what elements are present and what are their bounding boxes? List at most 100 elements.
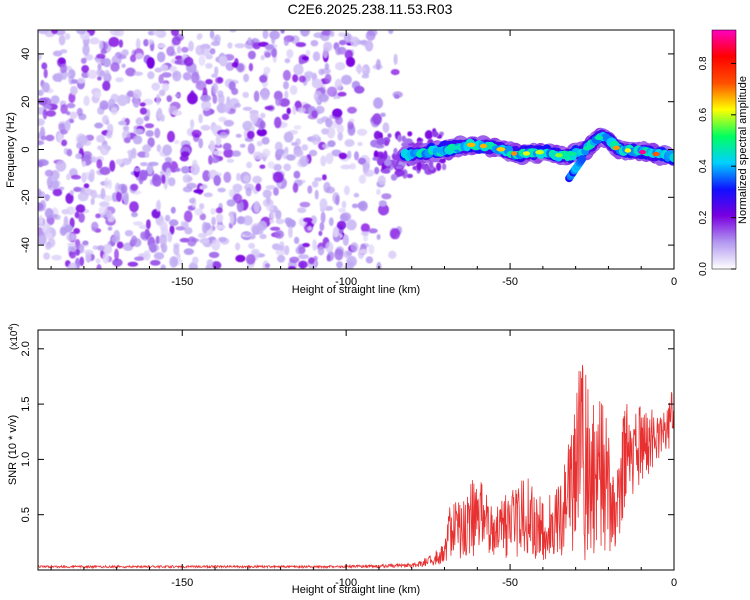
noise-blob xyxy=(160,264,166,269)
noise-blob xyxy=(63,215,69,228)
noise-blob xyxy=(92,245,99,250)
noise-blob xyxy=(340,164,352,170)
y-tick-label: 0 xyxy=(20,146,32,152)
noise-blob xyxy=(96,245,105,251)
noise-blob xyxy=(60,63,67,74)
noise-blob xyxy=(311,134,321,145)
noise-blob xyxy=(75,248,80,256)
noise-blob xyxy=(160,64,169,72)
noise-blob xyxy=(280,30,285,34)
noise-blob xyxy=(390,69,400,76)
noise-blob xyxy=(46,176,54,189)
ridge-blob xyxy=(376,137,385,146)
noise-blob xyxy=(308,257,315,265)
noise-blob xyxy=(182,174,192,184)
noise-blob xyxy=(338,32,346,37)
noise-blob xyxy=(112,258,123,267)
noise-blob xyxy=(368,228,378,234)
noise-blob xyxy=(152,175,162,187)
noise-blob xyxy=(157,43,166,49)
noise-blob xyxy=(234,43,246,49)
x-tick-label: -100 xyxy=(335,577,357,589)
noise-blob xyxy=(307,225,313,231)
noise-blob xyxy=(229,213,235,225)
noise-blob xyxy=(187,92,198,105)
noise-blob xyxy=(271,33,276,45)
noise-blob xyxy=(97,76,102,81)
noise-blob xyxy=(61,139,68,147)
noise-blob xyxy=(139,107,147,115)
noise-blob xyxy=(205,79,213,85)
noise-blob xyxy=(259,75,268,83)
noise-blob xyxy=(176,45,182,54)
ridge-blob xyxy=(407,131,413,137)
noise-blob xyxy=(115,158,124,165)
noise-blobs xyxy=(38,30,403,269)
noise-blob xyxy=(273,187,279,196)
noise-blob xyxy=(69,111,78,120)
noise-blob xyxy=(358,249,368,255)
noise-blob xyxy=(337,132,344,141)
noise-blob xyxy=(81,172,87,183)
noise-blob xyxy=(376,234,381,240)
noise-blob xyxy=(283,131,294,143)
noise-blob xyxy=(43,194,51,199)
noise-blob xyxy=(283,163,292,172)
ridge-core xyxy=(639,149,646,155)
noise-blob xyxy=(198,55,206,67)
noise-blob xyxy=(52,73,63,82)
noise-blob xyxy=(212,150,223,156)
noise-blob xyxy=(148,161,159,167)
noise-blob xyxy=(275,97,282,106)
noise-blob xyxy=(184,56,194,67)
y-tick-label: 1.0 xyxy=(20,452,32,467)
noise-blob xyxy=(214,34,221,44)
noise-blob xyxy=(267,161,275,169)
noise-blob xyxy=(298,260,308,269)
noise-blob xyxy=(132,135,143,145)
noise-blob xyxy=(123,193,129,206)
ridge-blob xyxy=(390,173,398,181)
noise-blob xyxy=(167,231,173,243)
noise-blob xyxy=(326,254,331,262)
noise-blob xyxy=(357,67,367,72)
noise-blob xyxy=(107,123,114,135)
noise-blob xyxy=(192,256,199,265)
noise-blob xyxy=(166,46,175,57)
ridge-core xyxy=(535,150,544,155)
noise-blob xyxy=(283,81,289,90)
noise-blob xyxy=(318,93,329,102)
noise-blob xyxy=(209,48,216,55)
noise-blob xyxy=(335,195,340,206)
noise-blob xyxy=(198,138,204,149)
noise-blob xyxy=(124,230,134,237)
noise-blob xyxy=(216,224,226,231)
noise-blob xyxy=(81,65,90,73)
noise-blob xyxy=(133,89,142,99)
noise-blob xyxy=(324,73,332,84)
noise-blob xyxy=(342,234,349,246)
noise-blob xyxy=(64,33,71,40)
noise-blob xyxy=(347,150,352,159)
noise-blob xyxy=(138,169,148,181)
x-tick-label: -50 xyxy=(502,577,518,589)
x-tick-label: 0 xyxy=(671,577,677,589)
noise-blob xyxy=(62,72,72,77)
noise-blob xyxy=(52,179,60,190)
noise-blob xyxy=(70,85,78,96)
noise-blob xyxy=(321,128,329,135)
noise-blob xyxy=(271,47,277,58)
noise-blob xyxy=(242,215,253,226)
noise-blob xyxy=(171,36,181,46)
noise-blob xyxy=(40,135,47,141)
noise-blob xyxy=(337,91,347,97)
noise-blob xyxy=(323,181,331,193)
noise-blob xyxy=(378,200,387,207)
noise-blob xyxy=(223,171,232,183)
noise-blob xyxy=(181,46,189,53)
noise-blob xyxy=(256,140,263,147)
noise-blob xyxy=(354,151,359,161)
snr-y-axis: 0.5 1.0 1.5 2.0 xyxy=(20,341,674,522)
noise-blob xyxy=(200,94,212,102)
noise-blob xyxy=(125,67,136,77)
